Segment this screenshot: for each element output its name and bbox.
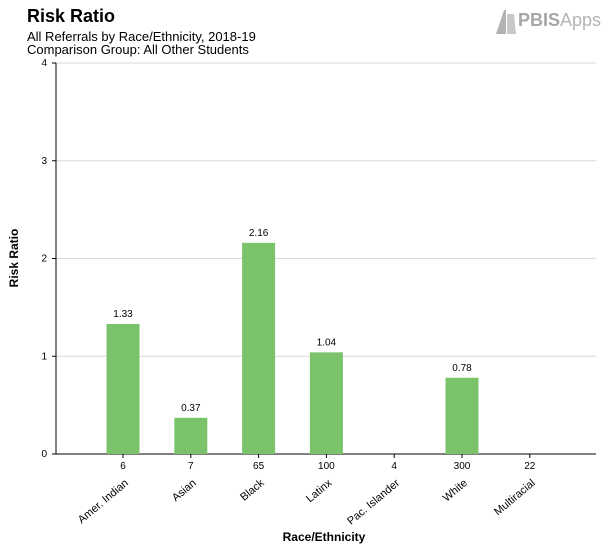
bar (242, 242, 276, 454)
category-label: Latinx (304, 477, 335, 505)
logo-text: PBISApps (518, 10, 601, 31)
student-count-label: 65 (253, 461, 265, 472)
bars (106, 242, 479, 454)
category-label: Pac. Islander (345, 477, 402, 528)
y-tick-label: 1 (41, 351, 47, 362)
category-label: White (441, 477, 470, 504)
bar (445, 377, 479, 454)
comparison-group-subtitle: Comparison Group: All Other Students (27, 42, 249, 57)
bar-value-label: 0.78 (452, 363, 472, 374)
y-tick-label: 3 (41, 156, 47, 167)
bar-value-label: 1.33 (113, 309, 133, 320)
chart-title: Risk Ratio (27, 6, 116, 26)
gridlines (56, 62, 596, 357)
category-label: Asian (170, 477, 199, 504)
x-axis-label: Race/Ethnicity (283, 530, 366, 544)
logo-text-bold: PBIS (518, 10, 561, 30)
y-tick-label: 0 (41, 449, 47, 460)
student-count-label: 300 (454, 461, 471, 472)
y-tick-label: 4 (41, 58, 47, 69)
labels: 1.33 6 Amer. Indian 0.37 7 Asian 2.16 65 Black 1.… (76, 228, 538, 528)
student-count-label: 22 (524, 461, 536, 472)
bar-value-label: 0.37 (181, 403, 201, 414)
bar (106, 323, 140, 454)
bar-value-label: 1.04 (317, 337, 337, 348)
category-label: Multiracial (492, 477, 538, 518)
bar-value-label: 2.16 (249, 228, 269, 239)
y-axis-label: Risk Ratio (7, 229, 21, 288)
student-count-label: 4 (391, 461, 397, 472)
y-tick-label: 2 (41, 254, 47, 265)
student-count-label: 100 (318, 461, 335, 472)
category-label: Black (238, 477, 267, 504)
bar (309, 352, 343, 454)
logo-text-light: Apps (560, 10, 602, 30)
bar (174, 417, 208, 454)
chart-subtitle: All Referrals by Race/Ethnicity, 2018-19 (27, 29, 256, 44)
pbisapps-logo-icon (496, 10, 516, 34)
student-count-label: 7 (188, 461, 194, 472)
category-label: Amer. Indian (76, 477, 131, 526)
pbisapps-logo: PBISApps (494, 6, 601, 36)
student-count-label: 6 (120, 461, 126, 472)
